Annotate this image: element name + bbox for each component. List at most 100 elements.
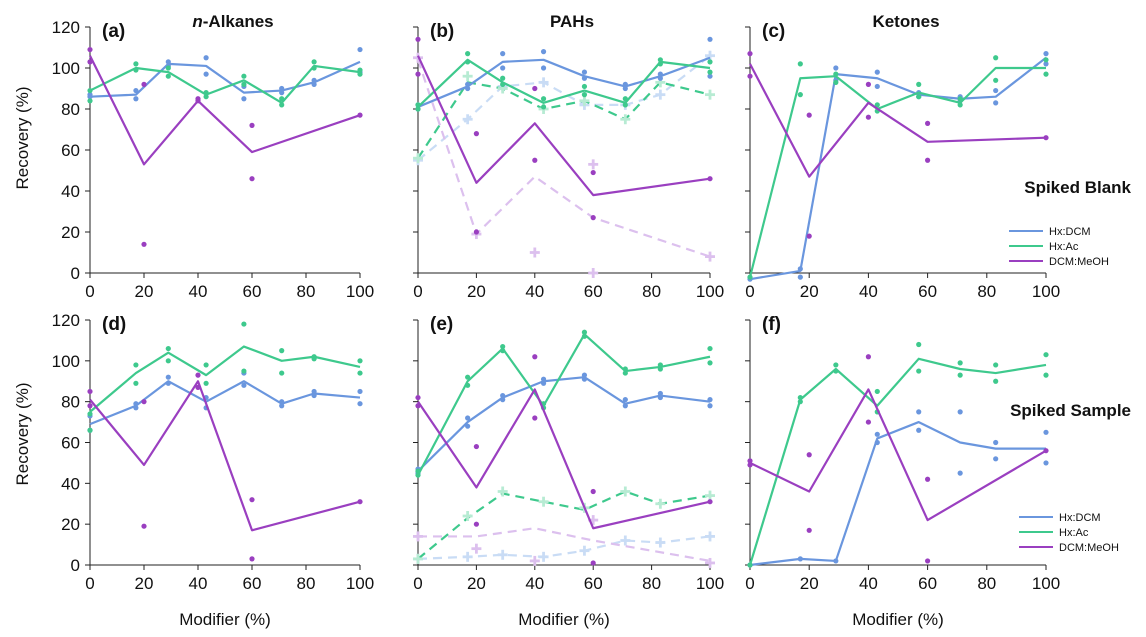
x-tick-label-e: 80 <box>642 574 661 593</box>
plus-point-dcm-meoh-dashed-b <box>705 251 715 262</box>
data-point-hx-dcm-e <box>622 397 628 403</box>
data-point-hx-dcm-b <box>465 81 471 87</box>
x-tick-label-f: 100 <box>1032 574 1060 593</box>
data-point-hx-dcm-d <box>279 399 285 405</box>
data-point-dcm-meoh-e <box>590 560 596 566</box>
data-point-hx-dcm-c <box>993 87 999 94</box>
data-point-hx-ac-b <box>465 51 471 57</box>
x-tick-label-c: 100 <box>1032 282 1060 301</box>
row-label-spiked-blank: Spiked Blank <box>1024 178 1131 197</box>
panel-letter-d: (d) <box>102 314 126 335</box>
data-point-dcm-meoh-d <box>141 523 147 529</box>
data-point-hx-ac-f <box>957 360 963 366</box>
data-point-dcm-meoh-a <box>87 59 93 65</box>
series-line-dcm-meoh-c <box>749 63 1047 178</box>
x-tick-label-a: 60 <box>243 282 262 301</box>
data-point-hx-ac-e <box>622 366 628 372</box>
y-tick-label-a: 0 <box>71 264 80 283</box>
y-tick-label-a: 20 <box>61 223 80 242</box>
data-point-hx-ac-b <box>500 81 506 87</box>
data-point-dcm-meoh-d <box>195 372 201 378</box>
x-tick-label-d: 20 <box>135 574 154 593</box>
data-point-hx-ac-b <box>581 92 588 98</box>
data-point-dcm-meoh-b <box>473 229 479 235</box>
data-point-hx-ac-e <box>707 345 713 352</box>
x-tick-label-a: 80 <box>297 282 316 301</box>
x-tick-label-d: 80 <box>297 574 316 593</box>
series-line-dcm-meoh-d <box>89 380 361 532</box>
data-point-hx-dcm-e <box>707 403 713 409</box>
y-tick-label-d: 20 <box>61 515 80 534</box>
data-point-hx-ac-b <box>657 57 663 63</box>
y-tick-label-a: 100 <box>52 59 80 78</box>
data-point-hx-dcm-b <box>465 85 471 92</box>
x-tick-label-d: 0 <box>85 574 94 593</box>
data-point-dcm-meoh-d <box>357 499 363 505</box>
data-point-hx-dcm-f <box>874 431 880 437</box>
x-tick-label-c: 20 <box>800 282 819 301</box>
data-point-hx-ac-c <box>797 61 803 67</box>
data-point-dcm-meoh-a <box>357 112 363 118</box>
data-point-hx-dcm-b <box>622 85 628 92</box>
data-point-hx-dcm-f <box>833 558 839 564</box>
legend-label-hx-dcm-bottom: Hx:DCM <box>1059 512 1101 524</box>
data-point-hx-ac-c <box>833 79 839 85</box>
plus-point-hx-dcm-dashed-b <box>705 50 715 61</box>
data-point-hx-ac-c <box>993 55 999 61</box>
x-tick-label-f: 60 <box>918 574 937 593</box>
plus-point-dcm-meoh-dashed-b <box>588 159 599 170</box>
x-tick-label-e: 40 <box>525 574 544 593</box>
data-point-hx-ac-d <box>357 358 363 364</box>
y-tick-label-a: 40 <box>61 182 80 201</box>
panel-title-c: Ketones <box>872 12 939 31</box>
data-point-hx-dcm-d <box>133 405 139 411</box>
data-point-hx-dcm-b <box>581 69 588 75</box>
data-point-hx-dcm-c <box>993 100 999 106</box>
x-axis-title-b: Modifier (%) <box>518 610 610 629</box>
data-point-hx-dcm-e <box>707 397 713 403</box>
data-point-hx-dcm-e <box>581 372 588 378</box>
data-point-dcm-meoh-c <box>806 233 812 239</box>
data-point-dcm-meoh-b <box>707 176 713 182</box>
data-point-hx-ac-d <box>203 362 209 368</box>
data-point-dcm-meoh-a <box>195 96 201 102</box>
panel-title-a: n-Alkanes <box>192 12 273 31</box>
legend-label-hx-dcm-top: Hx:DCM <box>1049 226 1091 238</box>
data-point-hx-dcm-a <box>203 71 209 77</box>
data-point-hx-ac-a <box>311 59 317 65</box>
series-line-hx-ac-d <box>89 345 361 413</box>
panel-b: 0 20 40 60 80 100 (b) PAHs <box>413 12 724 301</box>
data-point-hx-dcm-f <box>1043 460 1049 466</box>
data-point-hx-ac-d <box>165 345 171 352</box>
y-tick-label-d: 60 <box>61 434 80 453</box>
data-point-hx-dcm-c <box>797 274 803 280</box>
data-point-hx-dcm-f <box>993 456 999 462</box>
panel-letter-e: (e) <box>430 314 453 335</box>
data-point-hx-ac-c <box>916 94 922 100</box>
x-tick-label-f: 40 <box>859 574 878 593</box>
plus-point-hx-dcm-dashed-e <box>579 545 590 556</box>
x-tick-label-d: 100 <box>346 574 374 593</box>
data-point-dcm-meoh-c <box>925 157 931 163</box>
x-tick-label-e: 20 <box>467 574 486 593</box>
data-point-dcm-meoh-e <box>415 394 421 401</box>
y-tick-label-d: 40 <box>61 474 80 493</box>
data-point-hx-dcm-d <box>311 388 317 395</box>
x-axis-title-c: Modifier (%) <box>852 610 944 629</box>
data-point-dcm-meoh-d <box>195 384 201 390</box>
data-point-hx-dcm-b <box>581 75 588 81</box>
data-point-hx-dcm-d <box>165 374 171 380</box>
plus-point-hx-ac-dashed-b <box>579 95 590 106</box>
data-point-hx-ac-b <box>622 96 628 102</box>
y-tick-label-d: 100 <box>52 352 80 371</box>
data-point-hx-dcm-a <box>241 96 247 102</box>
data-point-hx-ac-f <box>833 362 839 368</box>
data-point-hx-dcm-a <box>311 81 317 87</box>
data-point-dcm-meoh-b <box>590 215 596 221</box>
data-point-dcm-meoh-c <box>747 51 753 57</box>
series-line-dcm-meoh-f <box>749 388 1047 522</box>
data-point-hx-dcm-b <box>707 73 713 79</box>
data-point-dcm-meoh-a <box>87 46 93 53</box>
plus-point-dcm-meoh-dashed-b <box>588 268 599 278</box>
